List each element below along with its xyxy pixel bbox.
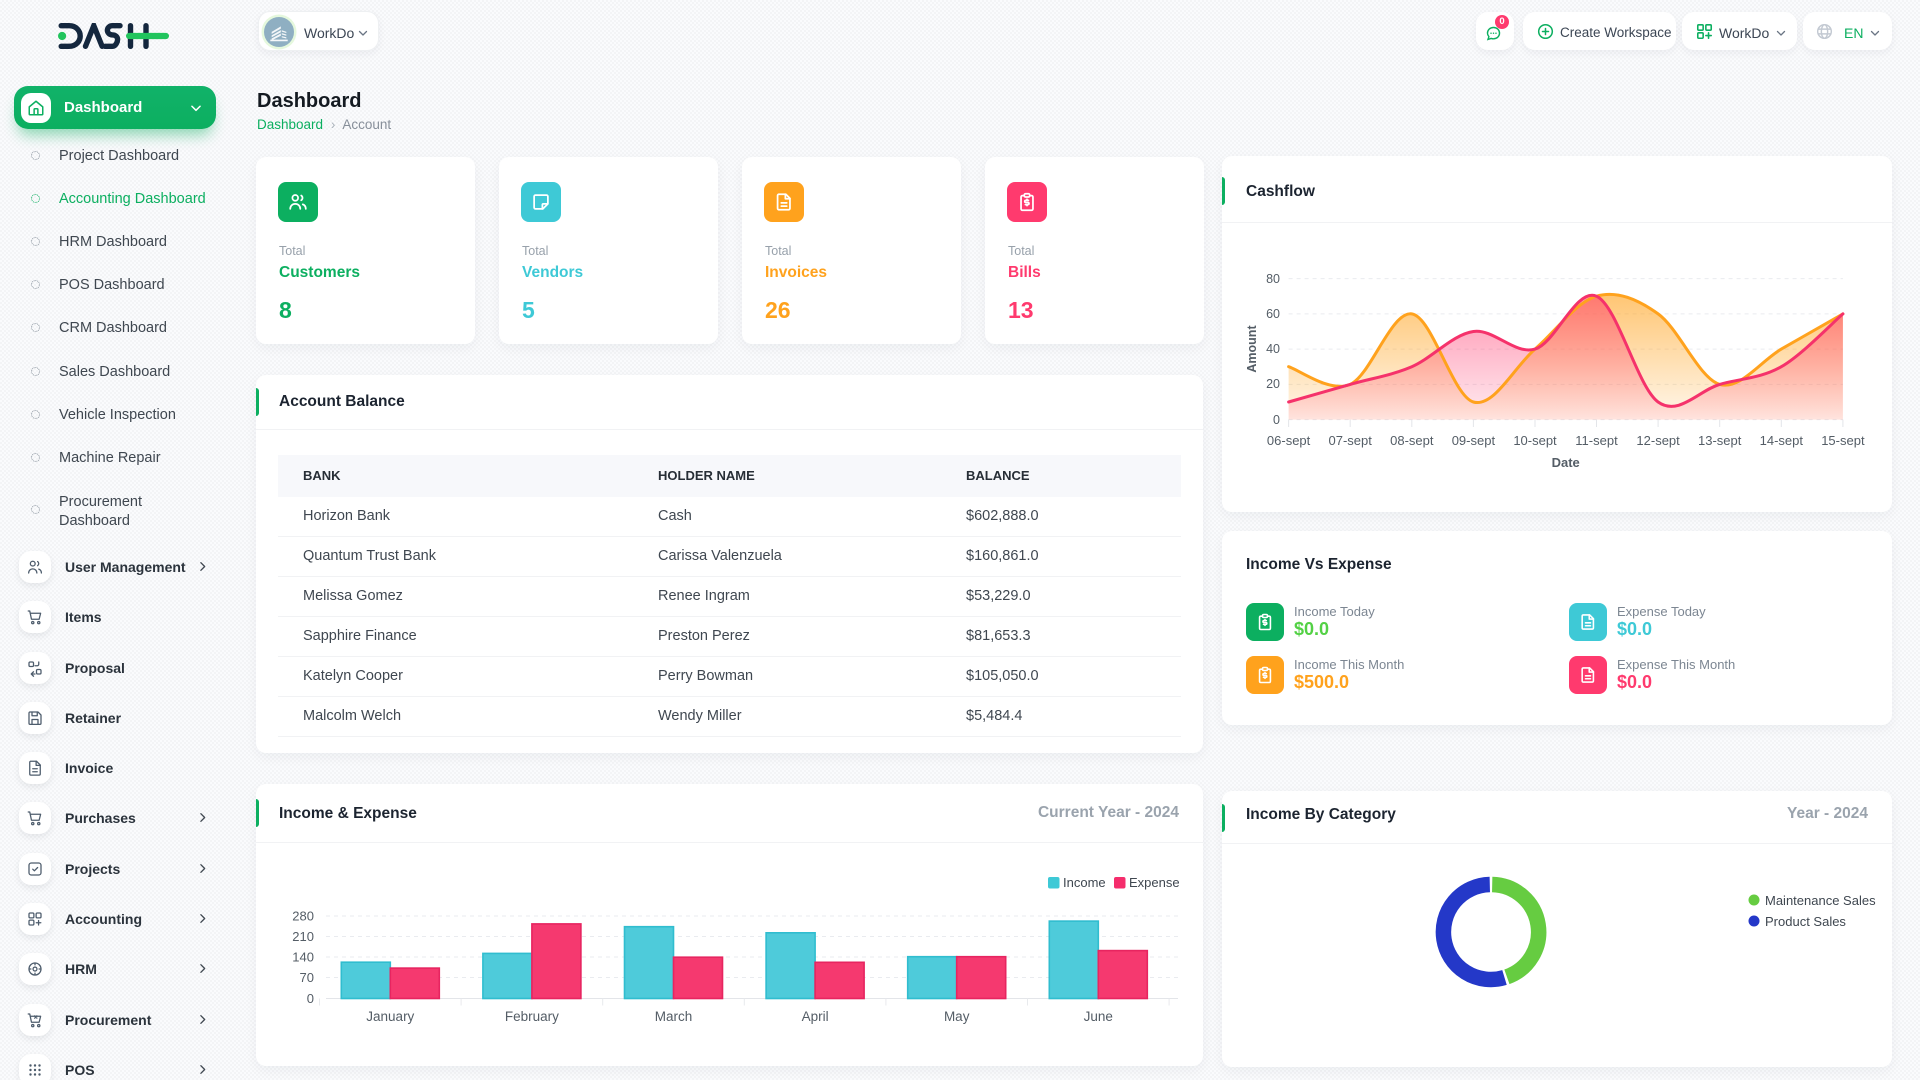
svg-text:06-sept: 06-sept — [1267, 433, 1311, 448]
svg-text:14-sept: 14-sept — [1760, 433, 1804, 448]
svg-text:280: 280 — [292, 909, 314, 924]
svg-text:70: 70 — [300, 970, 314, 985]
svg-text:40: 40 — [1266, 342, 1280, 356]
svg-text:Date: Date — [1552, 455, 1580, 470]
svg-text:12-sept: 12-sept — [1636, 433, 1680, 448]
svg-text:0: 0 — [307, 991, 314, 1006]
svg-text:May: May — [944, 1009, 970, 1024]
svg-text:13-sept: 13-sept — [1698, 433, 1742, 448]
svg-text:June: June — [1084, 1009, 1113, 1024]
svg-text:Expense: Expense — [1129, 875, 1180, 890]
svg-text:20: 20 — [1266, 377, 1280, 391]
svg-text:60: 60 — [1266, 307, 1280, 321]
svg-text:February: February — [505, 1009, 559, 1024]
svg-text:Product Sales: Product Sales — [1765, 914, 1846, 929]
svg-text:10-sept: 10-sept — [1513, 433, 1557, 448]
svg-text:January: January — [366, 1009, 414, 1024]
svg-text:07-sept: 07-sept — [1329, 433, 1373, 448]
svg-text:09-sept: 09-sept — [1452, 433, 1496, 448]
svg-text:Amount: Amount — [1245, 325, 1259, 373]
svg-text:0: 0 — [1273, 413, 1280, 427]
svg-text:March: March — [655, 1009, 693, 1024]
svg-text:15-sept: 15-sept — [1821, 433, 1865, 448]
svg-text:140: 140 — [292, 950, 314, 965]
svg-text:Income: Income — [1063, 875, 1106, 890]
svg-text:Maintenance Sales: Maintenance Sales — [1765, 893, 1876, 908]
svg-text:80: 80 — [1266, 272, 1280, 286]
svg-text:08-sept: 08-sept — [1390, 433, 1434, 448]
svg-text:April: April — [802, 1009, 829, 1024]
svg-text:210: 210 — [292, 929, 314, 944]
svg-text:11-sept: 11-sept — [1575, 433, 1618, 448]
